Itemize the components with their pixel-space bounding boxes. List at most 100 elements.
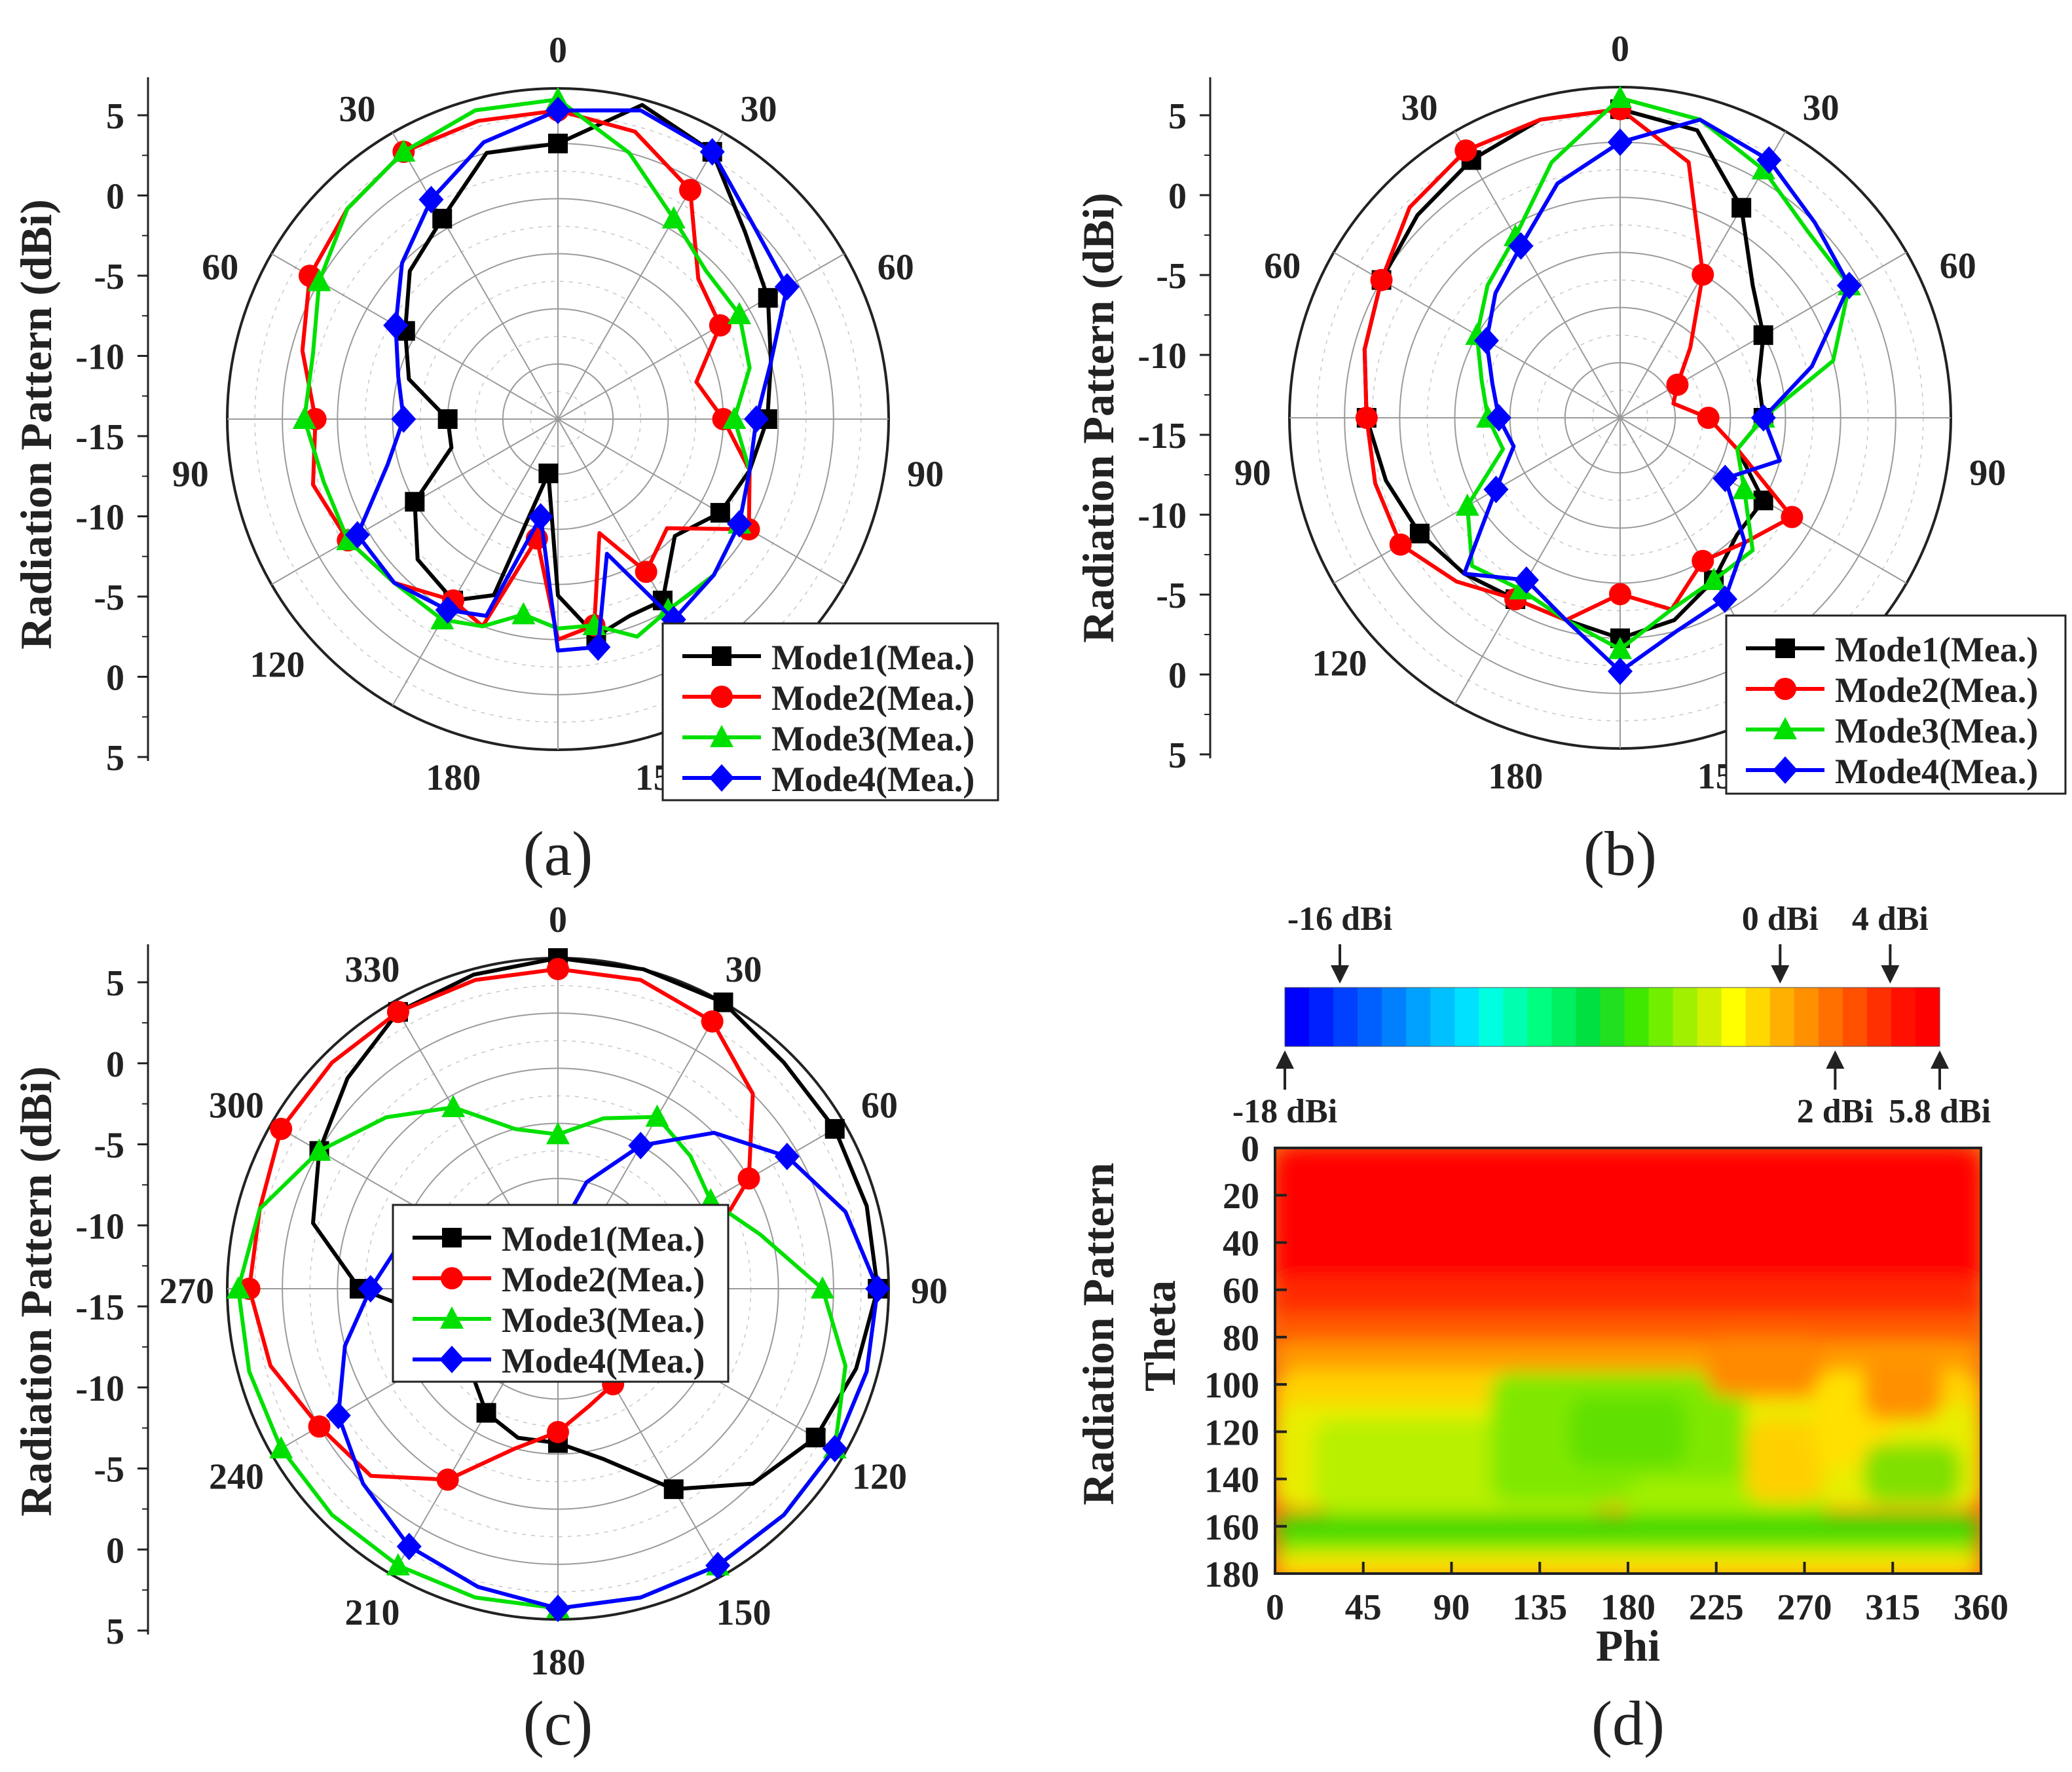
legend-label: Mode3(Mea.) <box>502 1301 705 1340</box>
x-tick-label: 225 <box>1689 1587 1744 1628</box>
caption-a: (a) <box>523 819 593 889</box>
colorbar-cell <box>1551 988 1577 1046</box>
radial-tick-label: 5 <box>106 1612 124 1652</box>
colorbar-cell <box>1333 988 1358 1046</box>
y-tick-label: 120 <box>1204 1412 1259 1453</box>
polar-chart-a: 0306090120150180120906030 50-5-10-15-10-… <box>11 30 999 889</box>
colorbar-cell <box>1430 988 1455 1046</box>
heat-region <box>1275 1514 1981 1543</box>
y-tick-label: 20 <box>1223 1176 1259 1217</box>
data-point <box>713 992 733 1012</box>
data-point <box>679 179 701 202</box>
y-tick-label: 40 <box>1223 1223 1259 1264</box>
angle-tick-label: 0 <box>1611 29 1629 69</box>
x-tick-label: 45 <box>1345 1587 1382 1628</box>
legend-marker <box>709 764 734 792</box>
data-point <box>699 138 725 166</box>
colorbar-cell <box>1648 988 1674 1046</box>
angle-tick-label: 120 <box>250 644 305 685</box>
legend-marker <box>442 1228 462 1247</box>
data-point <box>1836 272 1862 299</box>
legend-marker <box>1774 678 1796 700</box>
heat-region <box>1275 1278 1981 1325</box>
radial-axis-b: 5 0 -5 -10 -15 -10 -5 0 5 <box>1138 77 1212 776</box>
radial-tick-label: -10 <box>1138 496 1187 536</box>
legend-marker <box>712 646 731 666</box>
radial-axis-a: 5 0 -5 -10 -15 -10 -5 0 5 <box>75 77 149 779</box>
data-point <box>1608 657 1633 686</box>
radial-tick-label: -5 <box>94 578 124 618</box>
angle-tick-label: 0 <box>549 30 567 71</box>
legend-label: Mode1(Mea.) <box>771 638 974 677</box>
angle-tick-label: 150 <box>716 1593 771 1633</box>
colorbar-label-top: -16 dBi <box>1287 900 1392 938</box>
data-point <box>1486 404 1511 432</box>
angle-tick-label: 90 <box>1234 453 1271 494</box>
data-point <box>1712 585 1737 613</box>
data-point <box>386 1001 409 1024</box>
legend-marker <box>441 1267 463 1289</box>
data-point <box>432 208 453 229</box>
data-point <box>528 503 553 531</box>
radial-tick-label: 0 <box>106 177 124 217</box>
heat-region <box>1706 1337 1824 1397</box>
caption-b: (b) <box>1583 819 1657 889</box>
x-tick-label: 0 <box>1266 1587 1284 1628</box>
angle-tick-label: 30 <box>1803 88 1840 128</box>
data-point <box>1781 506 1804 528</box>
radial-tick-label: 5 <box>106 96 124 137</box>
colorbar-arrowhead <box>1931 1050 1949 1069</box>
colorbar-frame <box>1284 987 1940 1047</box>
data-point <box>1753 490 1773 511</box>
radial-tick-label: -5 <box>94 1126 124 1166</box>
data-point <box>511 602 536 625</box>
angle-tick-label: 60 <box>878 247 914 287</box>
polar-chart-b: 0306090120150180120906030 50-5-10-15-10-… <box>1073 29 2067 889</box>
colorbar: -16 dBi 0 dBi 4 dBi -18 dBi 2 dBi 5.8 dBi <box>1232 900 1991 1130</box>
legend-label: Mode3(Mea.) <box>771 719 974 758</box>
x-tick-label: 180 <box>1600 1587 1656 1628</box>
legend-label: Mode2(Mea.) <box>771 678 974 718</box>
colorbar-cell <box>1769 988 1795 1046</box>
angle-tick-label: 120 <box>852 1457 907 1498</box>
radial-tick-label: -15 <box>1138 416 1187 456</box>
colorbar-arrowhead <box>1276 1050 1294 1069</box>
data-point <box>722 407 747 429</box>
data-point <box>744 405 769 433</box>
series-line-3 <box>1465 96 1851 652</box>
data-point <box>709 314 731 337</box>
colorbar-label-top: 4 dBi <box>1852 900 1929 938</box>
radial-tick-label: -10 <box>1138 336 1187 377</box>
data-point <box>1608 128 1633 157</box>
heat-region <box>1863 1443 1962 1503</box>
angle-tick-label: 180 <box>426 758 481 798</box>
legend-label: Mode1(Mea.) <box>502 1219 705 1259</box>
ylabel-c: Radiation Pattern (dBi) <box>11 1066 61 1517</box>
data-point <box>710 503 730 523</box>
data-point <box>386 1553 410 1576</box>
colorbar-cell <box>1624 988 1650 1046</box>
colorbar-cell <box>1406 988 1431 1046</box>
data-point <box>358 1275 383 1302</box>
data-point <box>774 273 800 301</box>
data-point <box>585 633 611 661</box>
data-point <box>1508 232 1534 260</box>
heat-field <box>1275 1148 1981 1574</box>
data-point <box>476 1403 496 1423</box>
data-point <box>645 1104 669 1127</box>
legend-marker <box>440 1306 464 1329</box>
data-point <box>546 96 570 124</box>
data-point <box>226 1276 250 1299</box>
data-point <box>774 1143 800 1170</box>
radial-tick-label: -5 <box>94 1450 124 1490</box>
x-tick-label: 270 <box>1777 1587 1832 1628</box>
colorbar-cell <box>1818 988 1843 1046</box>
angle-tick-label: 90 <box>172 454 209 495</box>
radial-tick-label: 5 <box>1168 735 1187 776</box>
angle-tick-label: 0 <box>549 900 567 940</box>
caption-c: (c) <box>523 1688 593 1758</box>
data-point <box>1751 157 1775 179</box>
grid-spoke <box>1454 417 1621 705</box>
data-point <box>547 1420 569 1443</box>
